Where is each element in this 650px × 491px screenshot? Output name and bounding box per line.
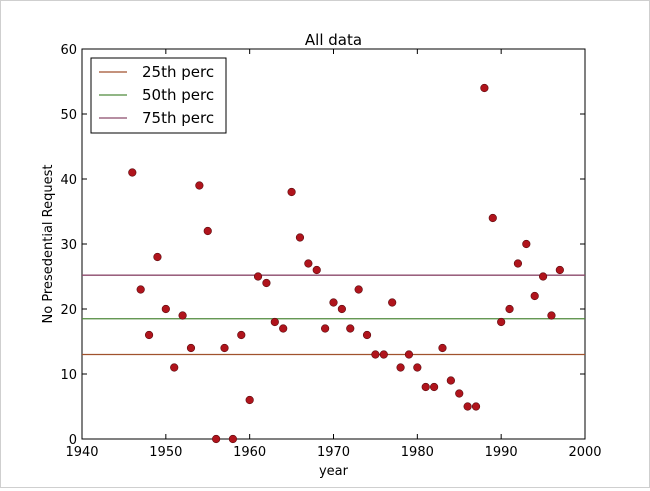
y-tick-label: 50 [60, 108, 77, 123]
y-tick-label: 30 [60, 238, 77, 253]
data-point [396, 363, 405, 372]
data-point [178, 311, 187, 320]
data-point [279, 324, 288, 333]
data-point [262, 278, 271, 288]
data-point [228, 434, 237, 444]
data-point [413, 363, 422, 372]
x-tick-label: 1940 [65, 445, 98, 460]
data-point [471, 402, 481, 411]
data-point [295, 233, 305, 242]
data-point [455, 389, 464, 398]
data-point [136, 285, 145, 294]
legend-label: 50th perc [142, 86, 214, 104]
x-tick-label: 1990 [485, 445, 518, 460]
data-point [379, 350, 388, 359]
data-point [446, 376, 455, 385]
data-point [153, 252, 162, 262]
y-tick-label: 20 [60, 303, 77, 318]
data-point [337, 304, 346, 314]
data-point [195, 181, 204, 190]
data-point [530, 291, 539, 301]
data-point [329, 298, 338, 307]
chart-title: All data [305, 31, 362, 49]
data-point [220, 343, 229, 353]
data-point [237, 330, 246, 340]
x-axis-label: year [319, 464, 349, 479]
y-axis-label: No Presedential Request [41, 165, 56, 324]
data-point [388, 298, 397, 307]
x-tick-label: 1970 [317, 445, 350, 460]
data-point [463, 402, 472, 411]
data-point [404, 350, 414, 359]
y-tick-label: 40 [60, 173, 77, 188]
data-point [438, 343, 447, 353]
data-point [538, 272, 548, 281]
legend-label: 75th perc [142, 109, 214, 127]
legend-label: 25th perc [142, 63, 214, 81]
x-tick-label: 1950 [149, 445, 182, 460]
data-point [144, 330, 154, 340]
data-point [346, 324, 355, 333]
data-point [245, 395, 254, 405]
x-tick-label: 1960 [233, 445, 266, 460]
data-point [161, 304, 170, 314]
data-point [312, 265, 321, 275]
data-point [371, 350, 380, 359]
data-point [547, 311, 556, 320]
y-tick-label: 10 [60, 368, 77, 383]
data-point [430, 382, 439, 392]
data-point [421, 382, 430, 392]
data-point [170, 363, 179, 372]
data-point [497, 317, 506, 327]
data-point [488, 213, 497, 223]
data-point [253, 272, 263, 281]
x-tick-label: 1980 [401, 445, 434, 460]
data-point [354, 285, 363, 294]
data-point [270, 317, 279, 327]
data-point [212, 434, 221, 444]
y-tick-label: 0 [69, 433, 77, 448]
data-point [555, 265, 564, 275]
data-point [304, 259, 313, 268]
y-tick-label: 60 [60, 43, 77, 58]
data-point [513, 259, 523, 268]
data-point [186, 343, 196, 353]
data-point [505, 304, 514, 314]
data-point [480, 83, 489, 93]
data-point [522, 239, 531, 249]
x-tick-label: 2000 [568, 445, 601, 460]
data-point [128, 168, 137, 177]
data-point [362, 330, 372, 340]
data-point [287, 187, 296, 197]
legend: 25th perc 50th perc 75th perc [90, 57, 227, 134]
data-point [203, 226, 212, 236]
data-point [321, 324, 330, 333]
